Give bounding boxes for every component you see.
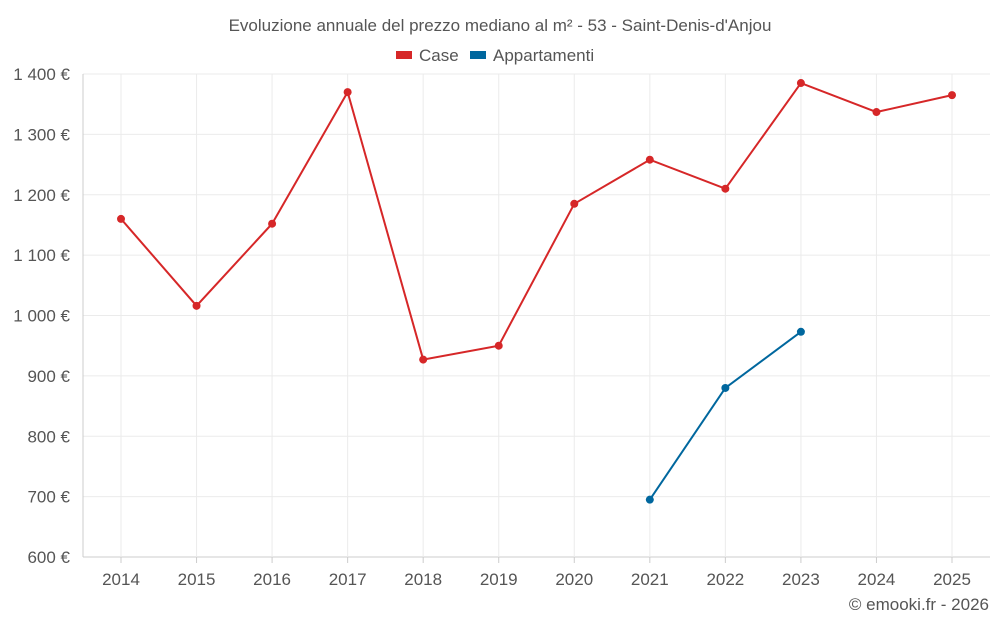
chart-title: Evoluzione annuale del prezzo mediano al…: [229, 16, 772, 35]
legend-swatch-appartamenti: [470, 51, 486, 59]
series-layer: [117, 79, 956, 504]
data-point-case: [872, 108, 881, 117]
data-point-case: [645, 155, 654, 164]
axes: 600 € 700 € 800 € 900 € 1 000 € 1 100 € 1 200 …: [13, 65, 971, 589]
data-point-case: [419, 355, 428, 364]
x-tick-label: 2022: [706, 570, 744, 589]
x-tick-label: 2023: [782, 570, 820, 589]
data-point-case: [117, 214, 125, 223]
y-tick-label: 800 €: [27, 427, 70, 446]
x-tick-label: 2021: [631, 570, 669, 589]
data-point-case: [192, 301, 201, 310]
data-point-case: [796, 79, 805, 88]
y-tick-label: 1 000 €: [13, 307, 70, 326]
data-point-case: [570, 199, 579, 208]
x-tick-label: 2017: [329, 570, 367, 589]
x-tick-label: 2024: [858, 570, 896, 589]
data-point-case: [343, 88, 352, 97]
legend: Case Appartamenti: [396, 46, 594, 65]
x-tick-label: 2016: [253, 570, 291, 589]
legend-label-case: Case: [419, 46, 459, 65]
x-tick-label: 2014: [102, 570, 140, 589]
grid: [82, 73, 990, 563]
credit: © emooki.fr - 2026: [849, 595, 989, 614]
data-point-appartamenti: [645, 495, 654, 504]
data-point-case: [494, 341, 503, 350]
data-point-case: [948, 91, 956, 100]
legend-swatch-case: [396, 51, 412, 59]
y-tick-label: 900 €: [27, 367, 70, 386]
x-tick-label: 2019: [480, 570, 518, 589]
x-tick-label: 2020: [555, 570, 593, 589]
y-tick-label: 1 400 €: [13, 65, 70, 84]
y-tick-label: 600 €: [27, 548, 70, 567]
x-tick-label: 2015: [178, 570, 216, 589]
data-point-appartamenti: [796, 327, 805, 336]
data-point-case: [268, 219, 277, 228]
y-tick-label: 1 300 €: [13, 125, 70, 144]
data-point-case: [721, 184, 730, 193]
series-line-case: [120, 81, 953, 361]
data-point-appartamenti: [721, 383, 730, 392]
legend-label-appartamenti: Appartamenti: [493, 46, 594, 65]
y-tick-label: 1 100 €: [13, 246, 70, 265]
y-tick-label: 700 €: [27, 488, 70, 507]
x-tick-label: 2025: [933, 570, 971, 589]
y-tick-label: 1 200 €: [13, 186, 70, 205]
x-tick-label: 2018: [404, 570, 442, 589]
